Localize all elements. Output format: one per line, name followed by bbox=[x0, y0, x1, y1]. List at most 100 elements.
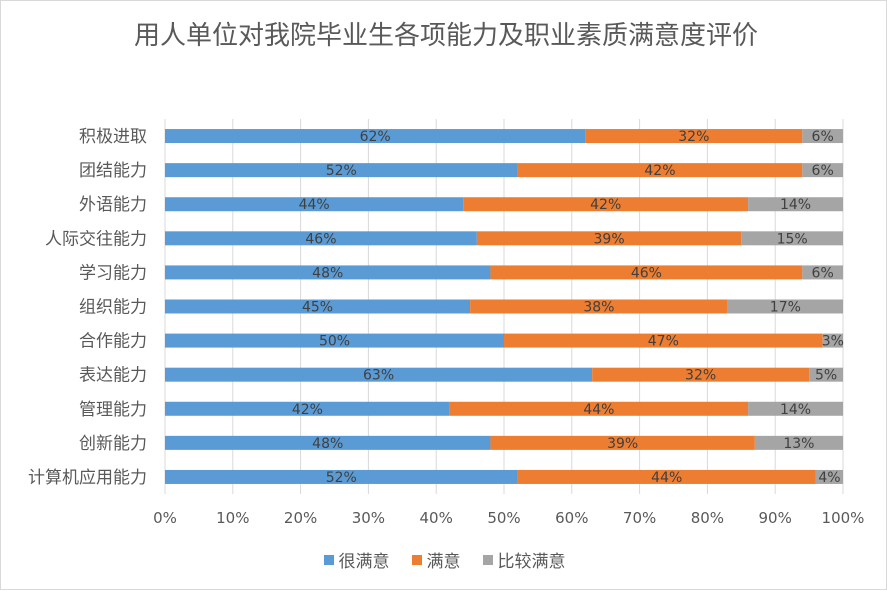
bar-segment bbox=[741, 231, 843, 246]
data-label: 17% bbox=[770, 300, 801, 316]
data-label: 39% bbox=[607, 436, 638, 452]
data-label: 6% bbox=[812, 129, 834, 145]
legend-swatch bbox=[323, 554, 334, 565]
data-label: 48% bbox=[312, 265, 343, 281]
bar-segment bbox=[748, 197, 843, 212]
bar-segment bbox=[165, 401, 450, 416]
data-label: 6% bbox=[812, 265, 834, 281]
data-label: 62% bbox=[360, 129, 391, 145]
bar-segment bbox=[592, 367, 810, 382]
data-label: 39% bbox=[594, 231, 625, 247]
category-label: 计算机应用能力 bbox=[28, 468, 147, 488]
bar-segment bbox=[165, 469, 518, 484]
data-label: 14% bbox=[780, 197, 811, 213]
data-label: 4% bbox=[818, 470, 840, 486]
legend-item: 很满意 bbox=[323, 547, 390, 572]
data-label: 13% bbox=[783, 436, 814, 452]
data-label: 50% bbox=[319, 334, 350, 350]
bar-segment bbox=[822, 333, 843, 348]
legend-label: 很满意 bbox=[338, 552, 390, 572]
bar-segment bbox=[463, 197, 749, 212]
x-tick-label: 30% bbox=[352, 509, 385, 527]
bar-segment bbox=[802, 129, 843, 144]
category-label: 创新能力 bbox=[79, 434, 147, 454]
bar-segment bbox=[802, 265, 843, 280]
data-label: 44% bbox=[583, 402, 614, 418]
chart-title: 用人单位对我院毕业生各项能力及职业素质满意度评价 bbox=[133, 21, 758, 51]
bar-segment bbox=[754, 435, 843, 450]
bar-segment bbox=[748, 401, 843, 416]
bar-segment bbox=[165, 333, 504, 348]
bar-segment bbox=[165, 129, 586, 144]
legend-label: 满意 bbox=[426, 552, 461, 572]
bar-segment bbox=[165, 197, 464, 212]
legend-swatch bbox=[411, 554, 422, 565]
x-tick-label: 70% bbox=[623, 509, 656, 527]
bar-segment bbox=[165, 231, 477, 246]
bar-segment bbox=[585, 129, 803, 144]
x-tick-label: 20% bbox=[284, 509, 317, 527]
bar-segment bbox=[476, 231, 742, 246]
data-label: 42% bbox=[292, 402, 323, 418]
category-label: 积极进取 bbox=[79, 127, 147, 147]
x-tick-label: 10% bbox=[216, 509, 249, 527]
data-label: 48% bbox=[312, 436, 343, 452]
legend-item: 比较满意 bbox=[482, 547, 566, 572]
x-tick-label: 40% bbox=[420, 509, 453, 527]
bar-segment bbox=[165, 367, 593, 382]
legend-label: 比较满意 bbox=[497, 552, 566, 572]
category-label: 合作能力 bbox=[79, 332, 147, 352]
x-tick-label: 100% bbox=[822, 509, 865, 527]
x-tick-label: 80% bbox=[691, 509, 724, 527]
bar-segment bbox=[165, 435, 491, 450]
category-label: 组织能力 bbox=[79, 298, 147, 318]
bar-segment bbox=[490, 265, 803, 280]
bar-segment bbox=[802, 163, 843, 178]
data-label: 42% bbox=[590, 197, 621, 213]
x-tick-label: 0% bbox=[153, 509, 177, 527]
bar-segment bbox=[449, 401, 749, 416]
legend-item: 满意 bbox=[411, 547, 461, 572]
bar-segment bbox=[470, 299, 728, 314]
category-label: 管理能力 bbox=[79, 400, 147, 420]
data-label: 47% bbox=[648, 334, 679, 350]
category-label: 表达能力 bbox=[79, 366, 147, 386]
category-label: 学习能力 bbox=[79, 263, 147, 283]
data-label: 44% bbox=[651, 470, 682, 486]
data-label: 3% bbox=[822, 334, 844, 350]
data-label: 32% bbox=[678, 129, 709, 145]
bar-segment bbox=[517, 163, 803, 178]
legend-swatch bbox=[482, 554, 493, 565]
data-label: 46% bbox=[631, 265, 662, 281]
x-tick-label: 90% bbox=[759, 509, 792, 527]
data-label: 46% bbox=[305, 231, 336, 247]
bar-segment bbox=[517, 469, 816, 484]
category-label: 人际交往能力 bbox=[45, 229, 147, 249]
category-label: 外语能力 bbox=[79, 195, 147, 215]
data-label: 5% bbox=[815, 368, 837, 384]
x-tick-label: 60% bbox=[555, 509, 588, 527]
bar-segment bbox=[490, 435, 755, 450]
bar-segment bbox=[815, 469, 843, 484]
data-label: 6% bbox=[812, 163, 834, 179]
chart-legend: 很满意 满意 比较满意 bbox=[1, 547, 887, 572]
data-label: 14% bbox=[780, 402, 811, 418]
bar-segment bbox=[165, 265, 491, 280]
data-label: 42% bbox=[644, 163, 675, 179]
bar-segment bbox=[809, 367, 843, 382]
bar-segment bbox=[165, 299, 471, 314]
category-label: 团结能力 bbox=[79, 161, 147, 181]
data-label: 52% bbox=[326, 470, 357, 486]
bar-segment bbox=[727, 299, 843, 314]
bar-segment bbox=[504, 333, 823, 348]
bar-segment bbox=[165, 163, 518, 178]
data-label: 15% bbox=[777, 231, 808, 247]
data-label: 52% bbox=[326, 163, 357, 179]
x-tick-label: 50% bbox=[487, 509, 520, 527]
data-label: 32% bbox=[685, 368, 716, 384]
data-label: 44% bbox=[299, 197, 330, 213]
data-label: 63% bbox=[363, 368, 394, 384]
data-label: 45% bbox=[302, 300, 333, 316]
